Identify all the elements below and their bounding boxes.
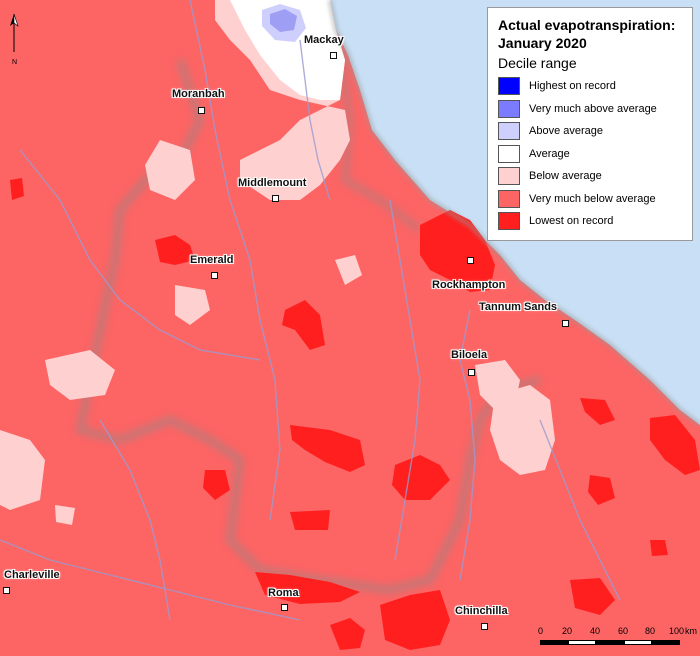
legend-swatch: [498, 122, 520, 141]
scale-tick: 20: [562, 626, 573, 636]
mackay-label: Mackay: [304, 34, 344, 46]
roma-label: Roma: [268, 587, 299, 599]
legend-label: Below average: [529, 170, 602, 183]
lowest-record-area: [10, 178, 24, 200]
very-much-above-average-area: [270, 9, 297, 32]
legend-row: Very much below average: [498, 188, 682, 211]
river-network: [0, 0, 621, 621]
basin-boundary-2: [337, 49, 422, 233]
below-average-patch: [335, 255, 362, 285]
legend-swatch: [498, 77, 520, 96]
below-average-patch: [45, 350, 115, 400]
lowest-record-area: [203, 470, 230, 500]
legend-swatch: [498, 99, 520, 118]
legend-label: Very much below average: [529, 192, 656, 205]
charleville-marker: [3, 587, 10, 594]
emerald-label: Emerald: [190, 254, 234, 266]
lowest-record-area: [580, 398, 615, 425]
lowest-record-area: [255, 572, 360, 604]
mackay-marker: [330, 52, 337, 59]
scale-tick: 40: [590, 626, 601, 636]
legend-title-line1: Actual evapotranspiration:: [498, 17, 676, 33]
rockhampton-label: Rockhampton: [432, 279, 506, 291]
charleville-label: Charleville: [4, 569, 60, 581]
biloela-label: Biloela: [451, 349, 488, 361]
legend-row: Lowest on record: [498, 210, 682, 233]
lowest-record-area: [290, 510, 330, 530]
legend-label: Lowest on record: [529, 215, 614, 228]
moranbah-marker: [198, 107, 205, 114]
legend-label: Very much above average: [529, 102, 657, 115]
scale-segment: [624, 640, 652, 645]
coastline: [328, 0, 700, 427]
lowest-record-area: [290, 425, 365, 472]
scale-unit: km: [685, 626, 697, 636]
lowest-record-area: [380, 590, 450, 650]
legend-subtitle: Decile range: [498, 55, 577, 71]
chinchilla-marker: [481, 623, 488, 630]
legend-label: Highest on record: [529, 80, 616, 93]
below-average-patch: [55, 505, 75, 525]
legend-panel: Actual evapotranspiration: January 2020 …: [487, 7, 693, 241]
lowest-record-area: [650, 540, 668, 556]
legend-swatch: [498, 189, 520, 208]
lowest-record-area: [282, 300, 325, 350]
lowest-record-area: [588, 475, 615, 505]
scale-segment: [540, 640, 568, 645]
legend-label: Above average: [529, 125, 603, 138]
middlemount-label: Middlemount: [238, 177, 307, 189]
average-area: [230, 0, 345, 100]
roma-marker: [281, 604, 288, 611]
scale-tick: 100: [669, 626, 685, 636]
legend-swatch: [498, 212, 520, 231]
basin-boundary: [75, 58, 541, 594]
scale-tick: 80: [645, 626, 656, 636]
chinchilla-label: Chinchilla: [455, 605, 508, 617]
legend-row: Highest on record: [498, 75, 682, 98]
north-arrow-icon: N: [10, 13, 19, 66]
scale-segment: [652, 640, 680, 645]
tannum-sands-label: Tannum Sands: [479, 301, 558, 313]
scale-tick: 60: [618, 626, 629, 636]
legend-swatch: [498, 167, 520, 186]
rockhampton-marker: [467, 257, 474, 264]
lowest-record-area: [570, 578, 615, 615]
legend-swatch: [498, 144, 520, 163]
lowest-record-area: [330, 618, 365, 650]
below-average-patch: [490, 385, 555, 475]
legend-row: Below average: [498, 165, 682, 188]
scale-tick: 0: [538, 626, 544, 636]
moranbah-label: Moranbah: [172, 88, 225, 100]
legend-title-line2: January 2020: [498, 35, 587, 51]
north-label: N: [12, 59, 17, 66]
lowest-record-area: [155, 235, 195, 265]
legend-row: Very much above average: [498, 98, 682, 121]
lowest-record-area: [650, 415, 700, 475]
below-average-patch: [145, 140, 195, 200]
scale-segment: [596, 640, 624, 645]
biloela-marker: [468, 369, 475, 376]
middlemount-marker: [272, 195, 279, 202]
legend-row: Above average: [498, 120, 682, 143]
scale-bar: 0 20 40 60 80 100 km: [538, 626, 698, 654]
scale-segment: [568, 640, 596, 645]
below-average-patch: [175, 285, 210, 325]
tannum-sands-marker: [562, 320, 569, 327]
legend-label: Average: [529, 147, 570, 160]
below-average-patch: [0, 430, 45, 510]
emerald-marker: [211, 272, 218, 279]
legend-row: Average: [498, 143, 682, 166]
